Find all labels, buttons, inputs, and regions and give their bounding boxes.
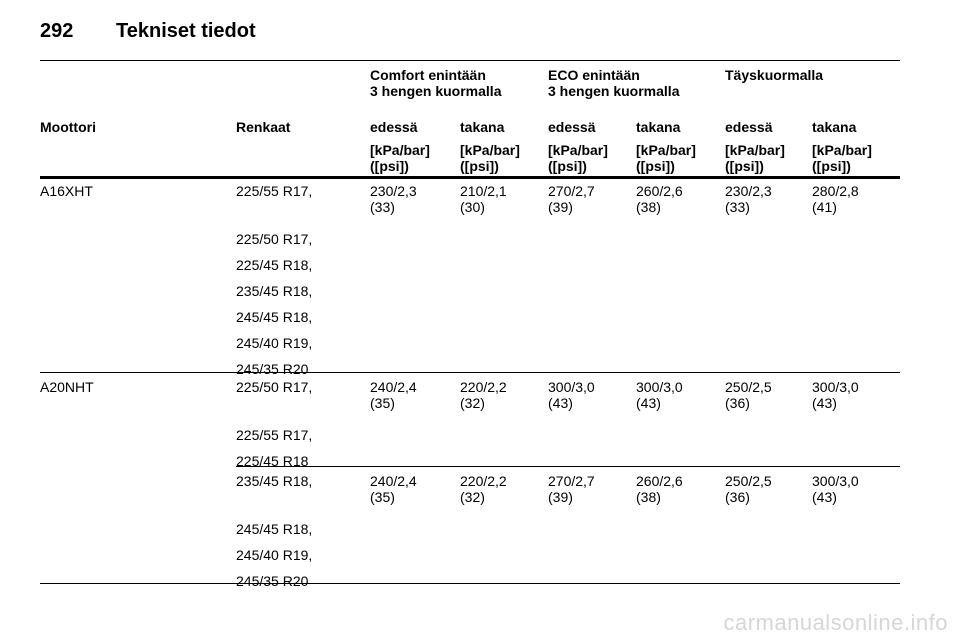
- pressure-psi: (35): [370, 489, 395, 505]
- tyre-size: 225/45 R18: [236, 453, 309, 469]
- pressure-value: 300/3,0: [812, 473, 859, 489]
- page-number: 292: [40, 20, 74, 42]
- unit-kpa-bar: [kPa/bar]: [725, 142, 785, 158]
- group-comfort-line2: 3 hengen kuormalla: [370, 83, 502, 99]
- pressure-value: 220/2,2: [460, 379, 507, 395]
- col-rear-label: takana: [460, 119, 505, 135]
- tyre-size: 235/45 R18,: [236, 473, 313, 489]
- group-full-line1: Täyskuormalla: [725, 67, 824, 83]
- pressure-psi: (33): [370, 199, 395, 215]
- tyre-size: 245/45 R18,: [236, 309, 313, 325]
- row-rule-1: [40, 372, 900, 373]
- col-rear-label: takana: [636, 119, 681, 135]
- pressure-psi: (35): [370, 395, 395, 411]
- unit-psi: ([psi]): [812, 158, 851, 174]
- pressure-value: 270/2,7: [548, 183, 595, 199]
- unit-kpa-bar: [kPa/bar]: [548, 142, 608, 158]
- group-eco-line2: 3 hengen kuormalla: [548, 83, 680, 99]
- pressure-psi: (43): [812, 489, 837, 505]
- table-bottom-rule: [40, 583, 900, 584]
- pressure-value: 230/2,3: [725, 183, 772, 199]
- col-front-label: edessä: [725, 119, 773, 135]
- tyre-size: 225/45 R18,: [236, 257, 313, 273]
- tyre-size: 245/35 R20: [236, 361, 309, 377]
- pressure-value: 300/3,0: [636, 379, 683, 395]
- pressure-psi: (39): [548, 199, 573, 215]
- pressure-value: 240/2,4: [370, 473, 417, 489]
- col-front-label: edessä: [370, 119, 418, 135]
- tyre-size: 245/40 R19,: [236, 335, 313, 351]
- pressure-value: 270/2,7: [548, 473, 595, 489]
- tyre-size: 235/45 R18,: [236, 283, 313, 299]
- pressure-psi: (41): [812, 199, 837, 215]
- unit-kpa-bar: [kPa/bar]: [812, 142, 872, 158]
- unit-kpa-bar: [kPa/bar]: [460, 142, 520, 158]
- pressure-value: 280/2,8: [812, 183, 859, 199]
- pressure-psi: (36): [725, 489, 750, 505]
- group-eco-line1: ECO enintään: [548, 67, 640, 83]
- pressure-psi: (43): [812, 395, 837, 411]
- unit-kpa-bar: [kPa/bar]: [636, 142, 696, 158]
- tyre-size: 225/50 R17,: [236, 379, 313, 395]
- unit-psi: ([psi]): [636, 158, 675, 174]
- table-header-rule: [40, 176, 900, 179]
- pressure-value: 300/3,0: [812, 379, 859, 395]
- watermark: carmanualsonline.info: [723, 610, 948, 635]
- header-rule: [40, 60, 900, 61]
- unit-psi: ([psi]): [460, 158, 499, 174]
- pressure-psi: (43): [636, 395, 661, 411]
- pressure-value: 220/2,2: [460, 473, 507, 489]
- tyre-size: 245/40 R19,: [236, 547, 313, 563]
- pressure-psi: (38): [636, 489, 661, 505]
- tyre-size: 225/55 R17,: [236, 427, 313, 443]
- tyre-size: 245/45 R18,: [236, 521, 313, 537]
- engine-name: A20NHT: [40, 379, 94, 395]
- engine-name: A16XHT: [40, 183, 93, 199]
- col-rear-label: takana: [812, 119, 857, 135]
- pressure-value: 240/2,4: [370, 379, 417, 395]
- row-rule-2: [236, 466, 900, 467]
- unit-kpa-bar: [kPa/bar]: [370, 142, 430, 158]
- unit-psi: ([psi]): [725, 158, 764, 174]
- pressure-value: 300/3,0: [548, 379, 595, 395]
- tyre-size: 245/35 R20: [236, 573, 309, 589]
- pressure-psi: (33): [725, 199, 750, 215]
- pressure-value: 230/2,3: [370, 183, 417, 199]
- pressure-psi: (32): [460, 489, 485, 505]
- pressure-psi: (38): [636, 199, 661, 215]
- pressure-psi: (30): [460, 199, 485, 215]
- col-front-label: edessä: [548, 119, 596, 135]
- unit-psi: ([psi]): [548, 158, 587, 174]
- pressure-value: 250/2,5: [725, 379, 772, 395]
- tyre-size: 225/50 R17,: [236, 231, 313, 247]
- pressure-psi: (36): [725, 395, 750, 411]
- pressure-value: 260/2,6: [636, 473, 683, 489]
- page-title: Tekniset tiedot: [116, 20, 256, 42]
- tyre-size: 225/55 R17,: [236, 183, 313, 199]
- pressure-psi: (43): [548, 395, 573, 411]
- group-comfort-line1: Comfort enintään: [370, 67, 486, 83]
- col-engine: Moottori: [40, 119, 96, 135]
- pressure-value: 260/2,6: [636, 183, 683, 199]
- pressure-psi: (39): [548, 489, 573, 505]
- pressure-psi: (32): [460, 395, 485, 411]
- col-tyres: Renkaat: [236, 119, 291, 135]
- pressure-value: 250/2,5: [725, 473, 772, 489]
- pressure-value: 210/2,1: [460, 183, 507, 199]
- unit-psi: ([psi]): [370, 158, 409, 174]
